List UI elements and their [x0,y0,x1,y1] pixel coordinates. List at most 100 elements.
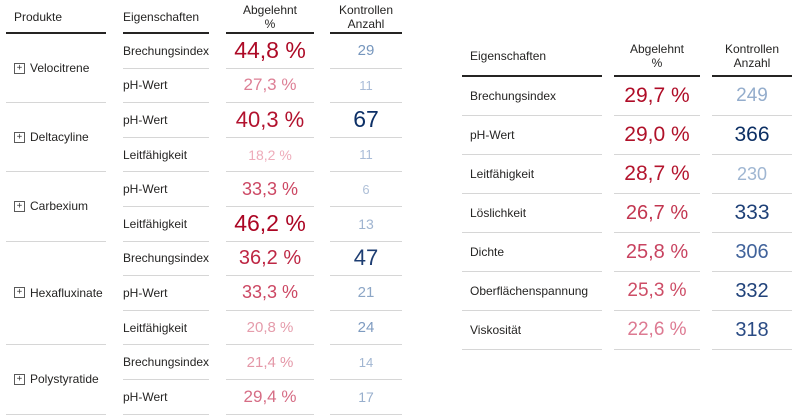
eigenschaft-cell[interactable]: pH-Wert [123,69,209,104]
abgelehnt-cell[interactable]: 22,6 % [614,311,700,350]
product-group-hexafluxinate: + Hexafluxinate Brechungsindex 36,2 % 47… [6,242,408,346]
kontrollen-cell[interactable]: 306 [712,233,792,272]
abgelehnt-cell[interactable]: 36,2 % [226,242,314,277]
product-cell-carbexium[interactable]: + Carbexium [6,172,106,242]
product-group-deltacyline: + Deltacyline pH-Wert 40,3 % 67 Leitfähi… [6,103,408,173]
kontrollen-cell[interactable]: 332 [712,272,792,311]
product-cell-deltacyline[interactable]: + Deltacyline [6,103,106,173]
matrix-header-row: Produkte Eigenschaften Abgelehnt % Kontr… [6,2,408,34]
column-header-eigenschaften[interactable]: Eigenschaften [123,2,209,34]
table-row: Dichte 25,8 % 306 [462,233,792,272]
table-row: pH-Wert 29,0 % 366 [462,116,792,155]
group-rows: Brechungsindex 21,4 % 14 pH-Wert 29,4 % … [106,345,408,415]
eigenschaft-cell[interactable]: pH-Wert [462,116,602,155]
abgelehnt-cell[interactable]: 44,8 % [226,34,314,69]
eigenschaft-cell[interactable]: pH-Wert [123,172,209,207]
abgelehnt-cell[interactable]: 40,3 % [226,103,314,138]
product-group-polystyratide: + Polystyratide Brechungsindex 21,4 % 14… [6,345,408,415]
abgelehnt-cell[interactable]: 20,8 % [226,311,314,346]
table-row: Brechungsindex 36,2 % 47 [106,242,408,277]
kontrollen-cell[interactable]: 11 [330,69,402,104]
eigenschaft-cell[interactable]: pH-Wert [123,103,209,138]
product-cell-polystyratide[interactable]: + Polystyratide [6,345,106,415]
kontrollen-cell[interactable]: 333 [712,194,792,233]
abgelehnt-cell[interactable]: 25,3 % [614,272,700,311]
table-row: Leitfähigkeit 28,7 % 230 [462,155,792,194]
group-rows: Brechungsindex 36,2 % 47 pH-Wert 33,3 % … [106,242,408,346]
abgelehnt-cell[interactable]: 25,8 % [614,233,700,272]
expand-icon[interactable]: + [14,62,25,74]
kontrollen-cell[interactable]: 11 [330,138,402,173]
abgelehnt-cell[interactable]: 18,2 % [226,138,314,173]
expand-icon[interactable]: + [14,200,25,212]
eigenschaft-cell[interactable]: Leitfähigkeit [123,311,209,346]
kontrollen-cell[interactable]: 47 [330,242,402,277]
abgelehnt-cell[interactable]: 29,7 % [614,77,700,116]
column-header-abgelehnt[interactable]: Abgelehnt % [226,2,314,34]
kontrollen-cell[interactable]: 249 [712,77,792,116]
table-row: pH-Wert 40,3 % 67 [106,103,408,138]
column-header-kontrollen[interactable]: Kontrollen Anzahl [712,36,792,77]
table-row: pH-Wert 29,4 % 17 [106,380,408,415]
eigenschaft-cell[interactable]: Brechungsindex [123,345,209,380]
product-group-carbexium: + Carbexium pH-Wert 33,3 % 6 Leitfähigke… [6,172,408,242]
eigenschaft-cell[interactable]: Leitfähigkeit [462,155,602,194]
eigenschaft-cell[interactable]: Viskosität [462,311,602,350]
group-rows: pH-Wert 40,3 % 67 Leitfähigkeit 18,2 % 1… [106,103,408,173]
eigenschaft-cell[interactable]: Dichte [462,233,602,272]
column-header-produkte[interactable]: Produkte [6,2,106,34]
abgelehnt-cell[interactable]: 29,4 % [226,380,314,415]
group-rows: Brechungsindex 44,8 % 29 pH-Wert 27,3 % … [106,34,408,104]
product-cell-hexafluxinate[interactable]: + Hexafluxinate [6,242,106,346]
abgelehnt-cell[interactable]: 26,7 % [614,194,700,233]
column-header-abgelehnt[interactable]: Abgelehnt % [614,36,700,77]
eigenschaft-cell[interactable]: Löslichkeit [462,194,602,233]
eigenschaft-cell[interactable]: pH-Wert [123,276,209,311]
header-kontrollen-line1: Kontrollen [338,3,394,17]
header-abgelehnt-line2: % [651,55,663,70]
kontrollen-cell[interactable]: 67 [330,103,402,138]
table-row: Brechungsindex 44,8 % 29 [106,34,408,69]
table-row: Löslichkeit 26,7 % 333 [462,194,792,233]
group-rows: pH-Wert 33,3 % 6 Leitfähigkeit 46,2 % 13 [106,172,408,242]
eigenschaft-cell[interactable]: Leitfähigkeit [123,138,209,173]
header-abgelehnt-line1: Abgelehnt [242,3,298,17]
column-header-eigenschaften[interactable]: Eigenschaften [462,36,602,77]
table-row: pH-Wert 27,3 % 11 [106,69,408,104]
kontrollen-cell[interactable]: 29 [330,34,402,69]
table-row: Oberflächenspannung 25,3 % 332 [462,272,792,311]
expand-icon[interactable]: + [14,373,25,385]
header-abgelehnt-line1: Abgelehnt [629,41,685,56]
eigenschaft-cell[interactable]: Brechungsindex [123,34,209,69]
kontrollen-cell[interactable]: 17 [330,380,402,415]
column-header-kontrollen[interactable]: Kontrollen Anzahl [330,2,402,34]
expand-icon[interactable]: + [14,287,25,299]
header-abgelehnt-line2: % [264,17,276,31]
kontrollen-cell[interactable]: 21 [330,276,402,311]
product-label: Carbexium [30,199,89,214]
product-cell-velocitrene[interactable]: + Velocitrene [6,34,106,104]
abgelehnt-cell[interactable]: 33,3 % [226,276,314,311]
abgelehnt-cell[interactable]: 28,7 % [614,155,700,194]
kontrollen-cell[interactable]: 13 [330,207,402,242]
abgelehnt-cell[interactable]: 29,0 % [614,116,700,155]
kontrollen-cell[interactable]: 230 [712,155,792,194]
abgelehnt-cell[interactable]: 21,4 % [226,345,314,380]
eigenschaft-cell[interactable]: Leitfähigkeit [123,207,209,242]
kontrollen-cell[interactable]: 14 [330,345,402,380]
eigenschaft-cell[interactable]: pH-Wert [123,380,209,415]
eigenschaft-cell[interactable]: Brechungsindex [123,242,209,277]
kontrollen-cell[interactable]: 366 [712,116,792,155]
expand-icon[interactable]: + [14,131,25,143]
abgelehnt-cell[interactable]: 27,3 % [226,69,314,104]
abgelehnt-cell[interactable]: 46,2 % [226,207,314,242]
abgelehnt-cell[interactable]: 33,3 % [226,172,314,207]
kontrollen-cell[interactable]: 24 [330,311,402,346]
eigenschaft-cell[interactable]: Brechungsindex [462,77,602,116]
table-header-row: Eigenschaften Abgelehnt % Kontrollen Anz… [462,36,792,77]
product-label: Deltacyline [30,130,89,145]
eigenschaft-cell[interactable]: Oberflächenspannung [462,272,602,311]
kontrollen-cell[interactable]: 318 [712,311,792,350]
kontrollen-cell[interactable]: 6 [330,172,402,207]
